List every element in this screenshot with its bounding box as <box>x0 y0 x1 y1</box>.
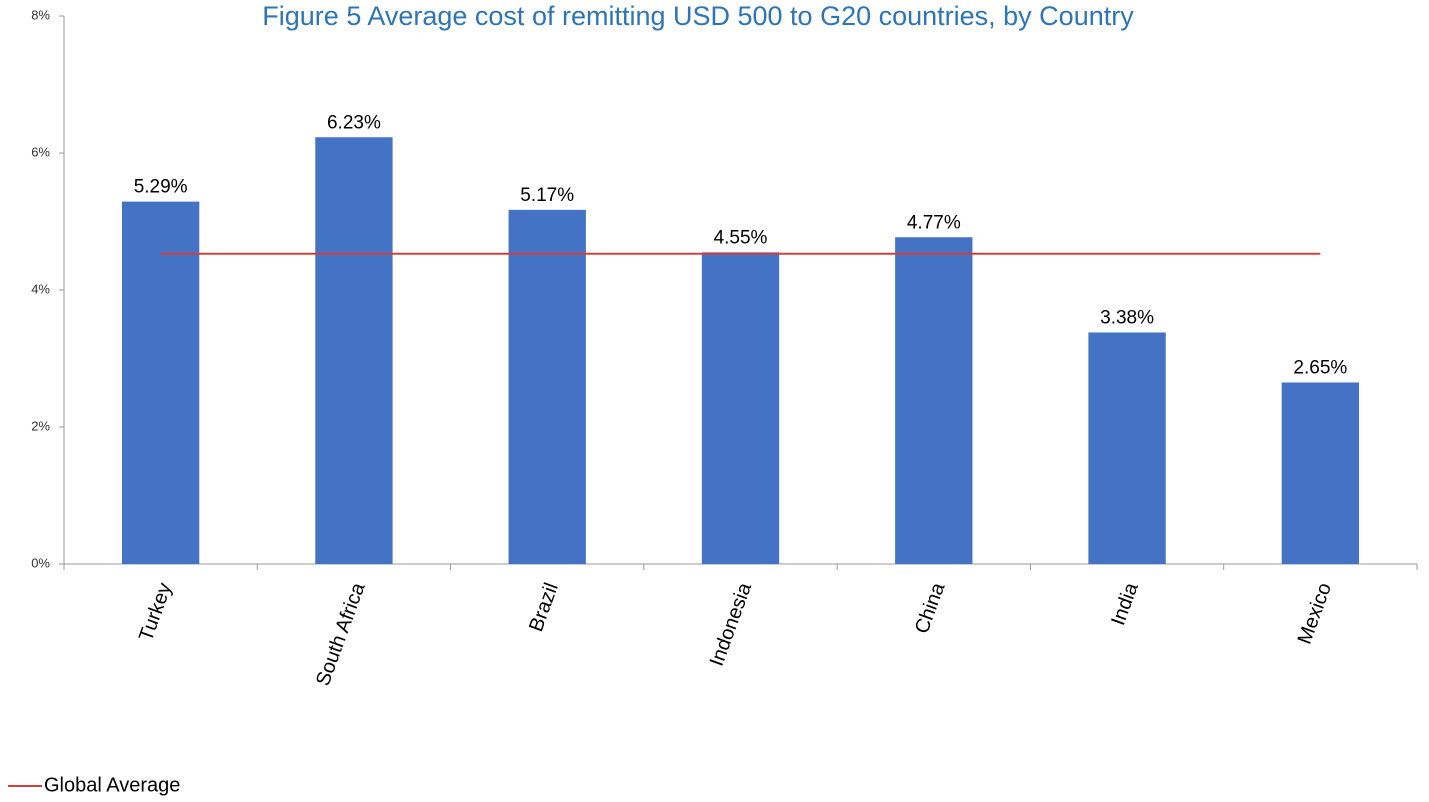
x-tick-label: Indonesia <box>706 579 757 669</box>
data-label: 6.23% <box>327 112 381 133</box>
bar <box>508 209 586 565</box>
data-label: 5.29% <box>134 177 188 198</box>
data-label: 2.65% <box>1293 357 1347 378</box>
bar <box>1088 332 1166 564</box>
data-label: 4.55% <box>714 227 768 248</box>
y-tick-label: 8% <box>31 7 50 22</box>
y-tick-label: 6% <box>31 144 50 159</box>
bar <box>701 252 780 564</box>
x-tick-label: Turkey <box>135 580 176 644</box>
x-tick-label: China <box>911 579 950 636</box>
bar <box>315 137 393 564</box>
chart-title: Figure 5 Average cost of remitting USD 5… <box>262 1 1134 31</box>
data-label: 5.17% <box>520 185 574 206</box>
legend-label: Global Average <box>44 774 180 796</box>
bar <box>1281 382 1360 564</box>
x-tick-label: South Africa <box>312 579 370 689</box>
y-tick-label: 2% <box>31 418 50 433</box>
y-tick-label: 4% <box>31 281 50 296</box>
y-tick-label: 0% <box>31 555 50 570</box>
x-tick-label: Mexico <box>1294 580 1336 647</box>
bar <box>895 237 973 564</box>
data-label: 4.77% <box>907 212 961 233</box>
data-label: 3.38% <box>1100 307 1154 328</box>
bar <box>121 201 200 564</box>
x-tick-label: Brazil <box>525 580 563 635</box>
x-tick-label: India <box>1107 579 1143 628</box>
